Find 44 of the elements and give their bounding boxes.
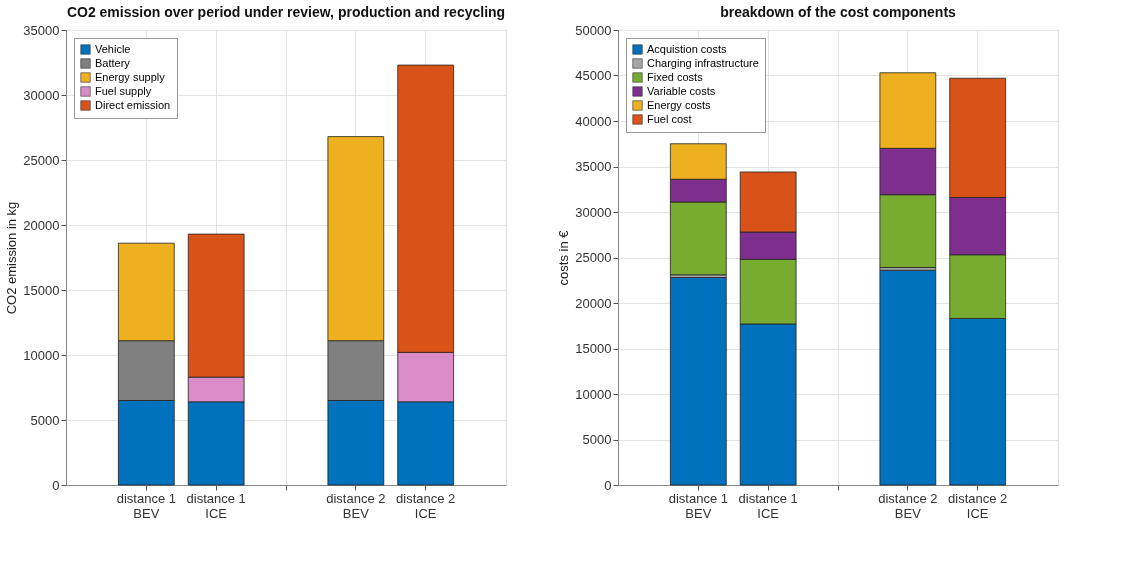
y-tick-label: 25000 xyxy=(575,250,612,265)
x-tick-label: distance 1 ICE xyxy=(738,490,798,521)
x-tick-label: distance 1 BEV xyxy=(116,490,176,521)
bar xyxy=(669,277,727,486)
y-tick-label: 20000 xyxy=(575,295,612,311)
chart-title: breakdown of the cost components xyxy=(720,4,957,20)
y-tick-label: 5000 xyxy=(30,412,60,428)
x-tick-label: distance 2 BEV xyxy=(878,490,938,521)
y-tick-label: 30000 xyxy=(575,204,612,220)
y-tick-label: 45000 xyxy=(575,68,612,83)
y-axis-title: costs in € xyxy=(556,229,572,286)
y-tick-label: 15000 xyxy=(575,341,612,356)
legend-label: Direct emission xyxy=(95,98,171,111)
y-tick-label: 25000 xyxy=(23,152,60,168)
legend-label: Charging infrastructure xyxy=(647,56,759,69)
legend-label: Energy costs xyxy=(647,98,712,111)
y-tick-label: 30000 xyxy=(23,87,60,103)
legend-label: Fixed costs xyxy=(647,70,704,83)
y-tick-label: 35000 xyxy=(23,22,60,38)
x-tick-label: distance 1 ICE xyxy=(186,490,246,521)
y-tick-label: 5000 xyxy=(582,432,612,447)
y-tick-label: 15000 xyxy=(23,282,60,298)
y-tick-label: 50000 xyxy=(575,22,612,38)
legend-label: Vehicle xyxy=(95,42,131,55)
y-tick-label: 20000 xyxy=(23,217,60,233)
y-tick-label: 0 xyxy=(52,477,60,493)
chart-title: CO2 emission over period under review, production and recycling xyxy=(66,4,506,20)
bar xyxy=(879,269,937,486)
y-tick-label: 35000 xyxy=(575,159,612,174)
y-tick-label: 0 xyxy=(604,477,612,493)
x-tick-label: distance 2 ICE xyxy=(948,490,1008,521)
x-tick-label: distance 2 ICE xyxy=(396,490,456,521)
legend-label: Battery xyxy=(95,56,131,69)
y-tick-label: 10000 xyxy=(575,386,612,402)
x-tick-label: distance 1 BEV xyxy=(668,490,728,521)
legend-label: Fuel cost xyxy=(647,112,692,125)
x-tick-label: distance 2 BEV xyxy=(326,490,386,521)
legend-label: Fuel supply xyxy=(95,84,152,97)
legend-label: Energy supply xyxy=(95,70,166,83)
y-tick-label: 10000 xyxy=(23,347,60,363)
legend-label: Variable costs xyxy=(647,84,716,97)
y-tick-label: 40000 xyxy=(575,113,612,129)
legend-label: Acquistion costs xyxy=(647,42,727,55)
y-axis-title: CO2 emission in kg xyxy=(4,201,20,315)
